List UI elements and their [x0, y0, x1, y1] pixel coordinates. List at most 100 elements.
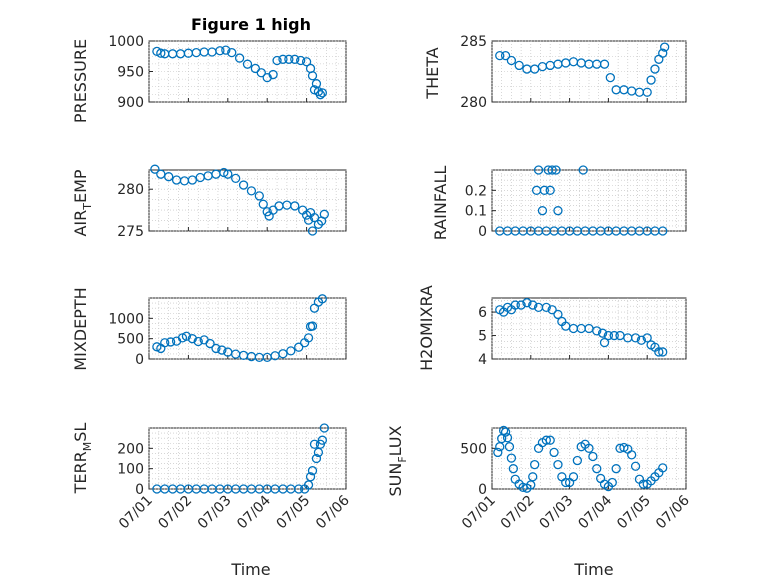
x-tick-label: 07/04	[234, 492, 274, 532]
x-tick-label: 07/01	[459, 493, 499, 533]
data-point	[246, 186, 257, 196]
data-point	[658, 347, 668, 357]
x-tick-label: 07/01	[116, 493, 156, 533]
data-point	[290, 201, 300, 211]
data-point	[307, 466, 318, 476]
data-point	[592, 464, 602, 474]
data-point	[495, 50, 505, 61]
y-tick-label: 1000	[108, 311, 144, 327]
data-point	[658, 226, 668, 236]
data-point	[242, 59, 253, 69]
data-point	[493, 447, 503, 458]
data-point	[607, 477, 617, 488]
y-tick-label: 200	[117, 441, 144, 457]
data-point	[658, 463, 668, 473]
data-point	[553, 206, 563, 216]
data-point	[603, 330, 614, 341]
y-tick-label: 950	[117, 65, 144, 81]
data-point	[611, 464, 621, 474]
ylabel-theta: THETA	[423, 47, 442, 99]
data-point	[150, 164, 160, 174]
ylabel-h2omixra: H2OMIXRA	[417, 285, 436, 371]
data-point	[638, 479, 648, 489]
data-point	[545, 185, 555, 195]
data-point	[660, 42, 670, 52]
x-tick-label: 07/03	[195, 493, 235, 533]
xlabel-left: Time	[230, 560, 270, 579]
data-point	[500, 50, 511, 61]
y-tick-label: 1000	[108, 34, 144, 50]
y-tick-label: 280	[460, 95, 487, 111]
data-point	[537, 206, 548, 216]
y-tick-label: 0	[135, 482, 144, 498]
data-point	[508, 464, 518, 474]
y-tick-label: 500	[117, 332, 144, 348]
data-point	[561, 477, 571, 488]
data-point	[205, 338, 215, 349]
ylabel-mixdepth: MIXDEPTH	[71, 287, 90, 370]
data-point	[578, 165, 588, 175]
data-point	[278, 349, 288, 359]
data-point	[530, 459, 540, 470]
data-point	[547, 305, 557, 315]
x-tick-label: 07/06	[653, 492, 693, 532]
axes-terr-msl: 0 100 200 07/01 07/02 07/03 07/04 07/05 07/06 TE…	[71, 423, 353, 533]
data-point	[227, 47, 237, 58]
theta-plot: 280 285	[460, 34, 687, 111]
data-point	[627, 450, 637, 460]
data-point	[290, 54, 300, 64]
ylabel-rainfall: RAINFALL	[431, 166, 450, 241]
y-tick-label: 0	[135, 352, 144, 368]
data-point	[309, 439, 320, 449]
mixdepth-plot: 0 500 1000	[108, 294, 347, 368]
data-point	[605, 72, 615, 83]
x-tick-label: 07/05	[274, 493, 314, 533]
data-point	[541, 302, 551, 313]
data-point	[223, 169, 233, 179]
data-point	[599, 59, 610, 69]
data-point	[317, 294, 328, 304]
data-point	[597, 328, 608, 338]
data-point	[642, 333, 652, 343]
data-point	[317, 88, 328, 98]
data-point	[258, 199, 268, 209]
y-tick-label: 0	[478, 482, 487, 498]
pressure-plot: 900 950 1000	[108, 34, 347, 111]
x-tick-label: 07/02	[155, 493, 195, 533]
data-point	[630, 333, 641, 343]
data-point	[181, 331, 192, 341]
data-point	[553, 459, 563, 470]
data-point	[654, 347, 664, 357]
data-point	[317, 435, 328, 445]
data-point	[160, 338, 170, 348]
data-point	[307, 321, 318, 331]
ylabel-sun-flux: SUNFLUX	[386, 425, 409, 496]
data-point	[303, 333, 314, 343]
ylabel-pressure: PRESSURE	[71, 39, 90, 123]
ylabel-air-temp: AIRTEMP	[71, 169, 94, 236]
axes-theta: 280 285 THETA	[423, 34, 687, 111]
data-point	[307, 71, 318, 81]
y-tick-label: 0.2	[465, 183, 487, 199]
data-point	[238, 180, 249, 190]
data-point	[646, 75, 656, 85]
h2omixra-plot: 4 5 6	[478, 297, 687, 368]
ylabel-terr-msl: TERRMSL	[71, 423, 94, 495]
data-point	[522, 298, 532, 308]
data-point	[278, 54, 288, 64]
data-point	[254, 191, 264, 201]
data-point	[514, 60, 524, 71]
y-tick-label: 6	[478, 305, 487, 321]
data-point	[164, 172, 174, 182]
y-tick-label: 100	[117, 462, 144, 478]
y-tick-label: 0.1	[465, 204, 487, 220]
data-point	[588, 451, 598, 462]
y-tick-label: 500	[460, 441, 487, 457]
axes-air-temp: 275 280 AIRTEMP	[71, 164, 347, 240]
data-point	[187, 334, 197, 344]
data-point	[502, 433, 513, 443]
data-point	[221, 45, 231, 55]
data-point	[650, 64, 660, 74]
y-tick-label: 900	[117, 95, 144, 111]
